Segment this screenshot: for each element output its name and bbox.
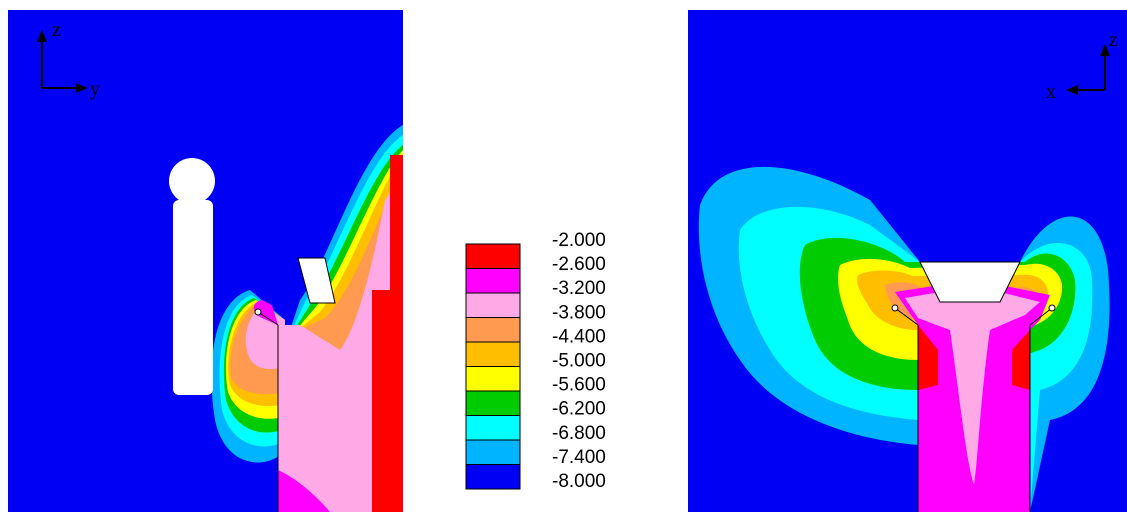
colorbar-label: -3.200 [552,278,606,299]
right-view: z x [688,10,1127,512]
contour-band [253,300,278,325]
colorbar-swatch [465,464,521,490]
colorbar-swatch [465,317,521,343]
contour-band [278,470,330,512]
structure [297,257,336,304]
structure-edge [894,307,919,326]
axis-label: z [52,19,61,41]
colorbar-label: -5.000 [552,351,606,372]
colorbar-label: -8.000 [552,471,606,492]
structure-edge [1029,307,1053,326]
colorbar-swatch [465,439,521,465]
colorbar-swatch [465,292,521,318]
colorbar-label: -2.000 [552,230,606,251]
colorbar-swatch [465,268,521,294]
structure [891,304,899,312]
colorbar-swatch [465,366,521,392]
contour-band [905,292,1040,485]
structure [254,308,262,316]
colorbar-swatch [465,415,521,441]
contour-band [918,325,938,390]
colorbar: -2.000 -2.600 -3.200 -3.800 -4.400 -5.000 -5.6… [465,230,606,492]
colorbar-label: -7.400 [552,447,606,468]
structure [1048,304,1056,312]
structure [919,261,1021,303]
colorbar-swatch [465,390,521,416]
colorbar-label: -6.200 [552,399,606,420]
contour-band [278,175,403,512]
axis-label: y [90,78,100,100]
structure [169,158,215,204]
colorbar-label: -6.800 [552,423,606,444]
colorbar-label: -5.600 [552,375,606,396]
colorbar-swatch [465,341,521,367]
axis-arrowhead [1066,85,1078,95]
contour-band [372,155,403,512]
colorbar-label: -4.400 [552,326,606,347]
axis-arrowhead [37,30,47,42]
colorbar-swatch [465,243,521,269]
axis-label: z [1109,29,1118,51]
structure [173,200,213,395]
axis-arrowhead [76,83,88,93]
colorbar-label: -3.800 [552,302,606,323]
contour-band [1012,330,1030,390]
axis-label: x [1046,81,1056,103]
structure-edge [257,311,279,326]
colorbar-label: -2.600 [552,254,606,275]
axis-arrowhead [1100,44,1110,56]
left-view: z y [8,10,403,512]
